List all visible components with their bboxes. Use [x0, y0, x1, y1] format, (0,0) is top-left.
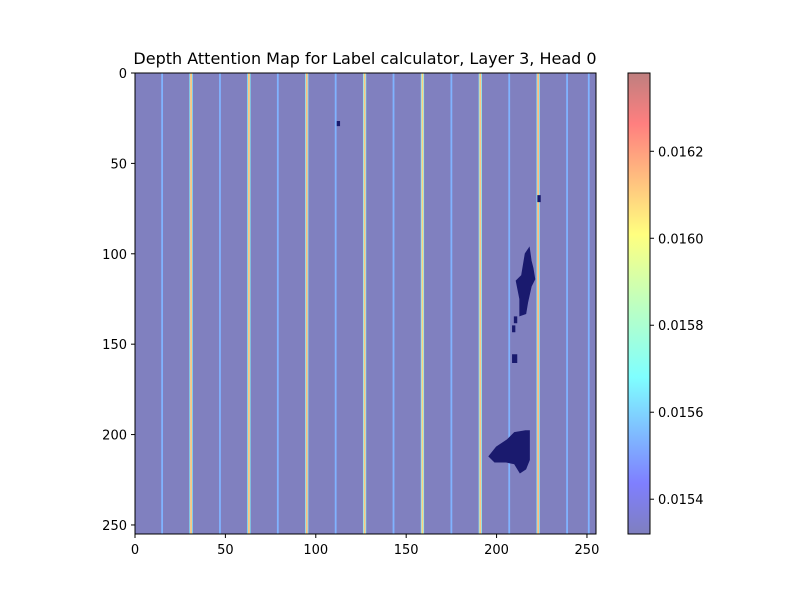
attention-column [276, 73, 279, 534]
attention-column [421, 73, 424, 534]
x-axis: 0 50 100 150 200 250 [131, 534, 600, 558]
attention-column [587, 73, 590, 534]
attention-column [479, 73, 482, 534]
colorbar-tick-label: 0.0154 [658, 493, 704, 508]
x-tick-label: 100 [303, 543, 328, 558]
chart-title: Depth Attention Map for Label calculator… [133, 49, 596, 68]
attention-column [363, 73, 366, 534]
attention-column [219, 73, 221, 534]
attention-column [537, 73, 540, 534]
low-attention-dot [537, 195, 541, 203]
low-attention-dot [512, 325, 516, 333]
attention-column [450, 73, 453, 534]
x-tick-label: 0 [131, 543, 139, 558]
attention-column [247, 73, 250, 534]
colorbar-gradient [627, 72, 651, 535]
low-attention-blob [488, 430, 530, 474]
low-attention-dot [512, 354, 518, 364]
colorbar: 0.0154 0.0156 0.0158 0.0160 0.0162 [627, 72, 704, 535]
attention-column [305, 73, 308, 534]
x-tick-label: 250 [575, 543, 600, 558]
y-tick-label: 50 [110, 157, 127, 172]
x-tick-label: 50 [217, 543, 234, 558]
x-tick-label: 150 [394, 543, 419, 558]
y-axis: 0 50 100 150 200 250 [102, 67, 135, 534]
plot-frame [134, 72, 597, 535]
attention-column [190, 73, 192, 534]
x-tick-label: 200 [484, 543, 509, 558]
y-tick-label: 150 [102, 338, 127, 353]
attention-column [566, 73, 568, 534]
y-tick-label: 100 [102, 248, 127, 263]
low-attention-dot [336, 121, 341, 127]
attention-column [334, 73, 337, 534]
plot-area [135, 73, 596, 534]
attention-column [161, 73, 164, 534]
colorbar-tick-label: 0.0158 [658, 319, 704, 334]
attention-column [392, 73, 395, 534]
low-attention-streak [515, 246, 536, 317]
y-tick-label: 250 [102, 519, 127, 534]
colorbar-tick-label: 0.0156 [658, 406, 704, 421]
colorbar-tick-label: 0.0160 [658, 232, 704, 247]
colorbar-tick-label: 0.0162 [658, 145, 704, 160]
y-tick-label: 200 [102, 429, 127, 444]
attention-column [508, 73, 511, 534]
y-tick-label: 0 [119, 67, 127, 82]
low-attention-dot [513, 316, 518, 324]
